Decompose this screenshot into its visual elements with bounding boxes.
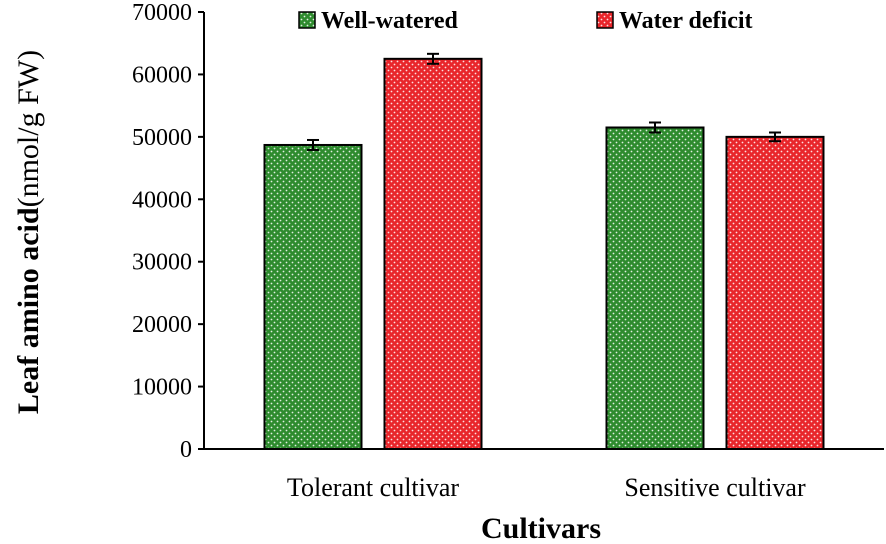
y-tick-label: 0 [180,437,192,463]
legend-swatch-0 [298,11,316,29]
bar-well-watered-0 [263,143,363,450]
y-tick-label: 50000 [132,125,192,151]
y-axis-title-main: Leaf amino acid [12,207,45,414]
legend-label-0: Well-watered [321,8,459,34]
x-tick-label: Sensitive cultivar [624,473,806,502]
y-axis-title: Leaf amino acid(nmol/g FW) [12,50,45,414]
x-axis-title: Cultivars [481,512,601,544]
y-axis-title-units: (nmol/g FW) [12,50,45,208]
bar-water-deficit-0 [383,57,483,450]
bar-water-deficit-1 [725,135,825,450]
y-tick-label: 60000 [132,62,192,88]
bar-well-watered-1 [605,126,705,450]
y-tick-label: 40000 [132,187,192,213]
y-tick-label: 70000 [132,0,192,26]
y-tick-label: 20000 [132,312,192,338]
y-tick-label: 30000 [132,250,192,276]
x-tick-label: Tolerant cultivar [287,473,460,502]
legend-label-1: Water deficit [619,8,753,34]
y-tick-label: 10000 [132,375,192,401]
legend-swatch-1 [596,11,614,29]
